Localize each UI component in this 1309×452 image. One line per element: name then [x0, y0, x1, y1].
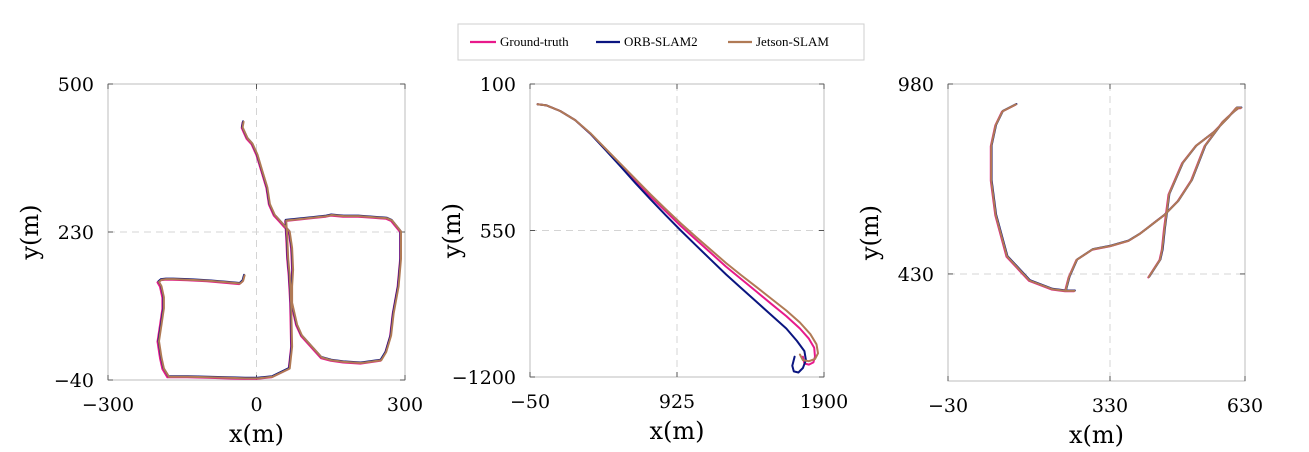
- y-tick-label: 430: [898, 264, 934, 286]
- x-axis-label: x(m): [1069, 421, 1124, 449]
- x-tick-label: −30: [928, 395, 968, 417]
- x-axis-label: x(m): [229, 420, 284, 448]
- subplot-2: −50 925 1900 −1200 550 100 x(m) y(m): [438, 74, 848, 445]
- y-tick-label: 550: [480, 221, 516, 243]
- series-line-jetson-slam: [536, 103, 819, 363]
- legend-label-orb-slam2: ORB-SLAM2: [624, 34, 698, 49]
- y-axis-label: y(m): [856, 205, 884, 261]
- x-tick-label: 925: [659, 391, 695, 413]
- x-tick-label: −50: [510, 391, 550, 413]
- legend-label-ground-truth: Ground-truth: [500, 34, 569, 49]
- legend: Ground-truth ORB-SLAM2 Jetson-SLAM: [457, 23, 865, 61]
- legend-box: [457, 23, 865, 61]
- legend-entry-jetson-slam: Jetson-SLAM: [728, 34, 829, 49]
- x-tick-label: 1900: [800, 391, 848, 413]
- x-tick-label: 0: [250, 394, 262, 416]
- x-tick-label: 330: [1092, 395, 1128, 417]
- x-tick-label: 630: [1227, 395, 1263, 417]
- legend-entry-orb-slam2: ORB-SLAM2: [596, 34, 698, 49]
- x-axis-label: x(m): [649, 417, 704, 445]
- y-axis-label: y(m): [438, 203, 466, 259]
- series-line-jetson-slam: [158, 120, 402, 380]
- legend-label-jetson-slam: Jetson-SLAM: [756, 34, 829, 49]
- y-tick-label: 100: [480, 74, 516, 96]
- y-axis-label: y(m): [16, 204, 44, 260]
- x-tick-label: 300: [387, 394, 423, 416]
- x-tick-label: −300: [82, 394, 134, 416]
- subplot-3: −30 330 630 430 980 x(m) y(m): [856, 74, 1263, 449]
- y-tick-label: 500: [58, 74, 94, 96]
- series-line-jetson-slam: [990, 103, 1242, 292]
- y-tick-label: 230: [58, 222, 94, 244]
- plot-frame: [947, 83, 1246, 382]
- subplot-1: −300 0 300 −40 230 500 x(m) y(m): [16, 74, 423, 448]
- y-tick-label: −40: [54, 370, 94, 392]
- legend-entry-ground-truth: Ground-truth: [470, 34, 569, 49]
- y-tick-label: 980: [898, 74, 934, 96]
- y-tick-label: −1200: [452, 367, 516, 389]
